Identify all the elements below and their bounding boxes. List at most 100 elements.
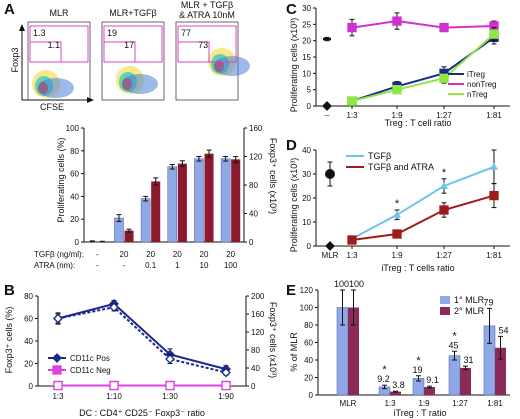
e-significance-star: *: [416, 355, 421, 367]
d-tick-label-x: 1:27: [436, 251, 452, 260]
d-xlabel: iTreg : T cells ratio: [381, 263, 454, 273]
flow-xlabel: CFSE: [40, 102, 64, 112]
c-point-marker: [322, 101, 332, 111]
d-series-line: [351, 194, 495, 241]
e-tick-label-y: 120: [300, 286, 314, 295]
b-series-line: [57, 306, 227, 374]
flow-plot-title: MLR + TGFβ: [181, 0, 233, 10]
a-tgf-value: 20: [146, 250, 155, 259]
b-tick-label-left: 0: [29, 382, 34, 391]
c-tick-label-x: 1:81: [486, 111, 502, 120]
b-tick-label-left: 40: [24, 337, 33, 346]
a-tick-label-left: 80: [70, 147, 79, 156]
b-tick-label-right: 80: [251, 346, 260, 355]
flow-gate-inner: [177, 41, 210, 63]
b-tick-label-right: 200: [251, 292, 265, 301]
e-ylabel: % of MLR: [289, 332, 299, 372]
b-marker: [109, 302, 119, 313]
c-marker: [392, 85, 402, 95]
e-value-label: 19: [412, 365, 422, 375]
b-tick-label-right: 160: [251, 310, 265, 319]
c-series-line: [351, 20, 495, 29]
panel-label-e: E: [286, 282, 296, 299]
d-tick-label-y: 40: [302, 146, 311, 155]
e-value-label: 54: [498, 325, 508, 335]
b-legend-marker: [52, 365, 62, 375]
b-tick-label-x: 1:3: [52, 392, 64, 401]
e-legend-swatch: [440, 296, 450, 304]
a-atra-value: -: [123, 261, 126, 270]
c-tick-label-y: 5: [307, 86, 312, 95]
c-tick-label-y: 0: [307, 102, 312, 111]
panel-label-d: D: [286, 137, 297, 154]
flow-gate-outer-value: 77: [181, 28, 191, 38]
a-atra-value: -: [96, 261, 99, 270]
c-tick-label-x: 1:3: [346, 111, 358, 120]
c-marker: [347, 96, 357, 106]
d-tick-label-y: 30: [302, 170, 311, 179]
b-marker: [165, 380, 175, 391]
e-value-label: 9.2: [377, 374, 390, 384]
a-tick-label-left: 40: [70, 192, 79, 201]
e-significance-star: *: [452, 330, 457, 342]
e-bar: [390, 391, 401, 395]
b-series-line: [57, 302, 227, 371]
b-legend-label: CD11c Neg: [70, 366, 111, 375]
a-bar-series1: [194, 158, 204, 243]
flow-gate-outer-value: 19: [107, 28, 117, 38]
b-tick-label-x: 1:10: [106, 392, 122, 401]
d-point-marker: [325, 241, 335, 251]
a-tick-label-right: 40: [249, 210, 258, 219]
e-tick-label-x: 1:27: [452, 399, 468, 408]
a-bar-series2: [231, 159, 241, 242]
e-tick-label-y: 100: [300, 304, 314, 313]
c-marker: [392, 16, 402, 26]
e-tick-label-y: 40: [304, 356, 313, 365]
e-bar: [495, 347, 506, 395]
b-tick-label-right: 0: [251, 382, 256, 391]
b-tick-label-right: 40: [251, 364, 260, 373]
a-tick-label-left: 0: [75, 238, 80, 247]
d-point-marker: [325, 169, 335, 179]
a-atra-value: 0.1: [145, 261, 157, 270]
d-series-line: [351, 165, 495, 240]
c-tick-label-y: 10: [302, 69, 311, 78]
flow-ylabel: Foxp3: [10, 47, 20, 72]
e-tick-label-y: 60: [304, 339, 313, 348]
c-marker: [347, 22, 357, 33]
e-value-label: 79: [483, 297, 493, 307]
flow-gate-inner: [29, 41, 62, 63]
c-tick-label-y: 20: [302, 37, 311, 46]
b-tick-label-x: 1:30: [162, 392, 178, 401]
e-tick-label-x: 1:3: [384, 399, 396, 408]
flow-density-spread: [38, 78, 74, 98]
e-bar: [460, 367, 471, 395]
c-tick-label-y: 25: [302, 20, 311, 29]
d-tick-label-x: 1:81: [486, 251, 502, 260]
b-xlabel: DC : CD4⁺ CD25⁻ Foxp3⁻ ratio: [79, 408, 205, 418]
e-value-label: 100: [349, 279, 364, 289]
b-marker: [109, 380, 119, 391]
b-ylabel-right: Foxp3⁺ cells (x10³): [268, 302, 278, 378]
b-marker: [165, 354, 175, 364]
d-significance-star: *: [395, 198, 400, 210]
e-xlabel: iTreg : T ratio: [394, 408, 447, 418]
flow-density-spread: [122, 74, 158, 94]
c-tick-label-x: 1:27: [436, 111, 452, 120]
a-tick-label-right: 160: [249, 124, 263, 133]
flow-y-arrowhead: [19, 24, 25, 31]
a-bar-series2: [124, 230, 134, 242]
e-tick-label-x: 1:81: [487, 399, 503, 408]
a-tgf-value: 20: [200, 250, 209, 259]
e-tick-label-x: 1:9: [418, 399, 430, 408]
b-tick-label-left: 20: [24, 360, 33, 369]
a-atra-value: 1: [175, 261, 180, 270]
a-bar-series1: [220, 158, 231, 243]
a-tgf-value: 20: [173, 250, 182, 259]
d-marker: [490, 162, 498, 170]
e-tick-label-y: 20: [304, 374, 313, 383]
panel-label-b: B: [4, 282, 15, 299]
d-marker: [489, 190, 499, 201]
e-value-label: 3.8: [392, 380, 405, 390]
d-marker: [347, 235, 357, 245]
